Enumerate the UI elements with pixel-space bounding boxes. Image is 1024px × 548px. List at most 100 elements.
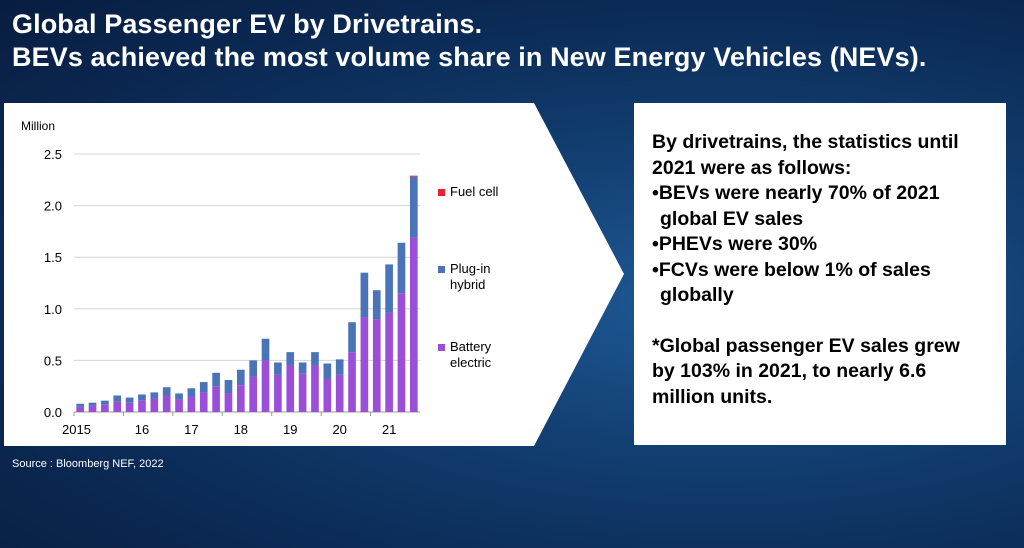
- legend-label-battery-electric: Battery electric: [450, 339, 495, 370]
- x-tick-label: 17: [184, 422, 198, 437]
- bar-segment-battery-electric: [199, 392, 208, 412]
- x-tick-label: 20: [332, 422, 346, 437]
- bar-segment-battery-electric: [397, 293, 406, 412]
- bar-segment-battery-electric: [385, 312, 393, 412]
- bar-segment-battery-electric: [311, 365, 319, 412]
- source-note: Source : Bloomberg NEF, 2022: [12, 458, 164, 470]
- bar-segment-battery-electric: [150, 398, 159, 412]
- bar-segment-plug-in-hybrid: [175, 393, 183, 400]
- chart-panel: Million 0.0 0.5 1.0 1.5 2.0 2.5 2015 16 17 18 19 20…: [4, 103, 624, 446]
- legend-label-plug-in-hybrid: Plug-in hybrid: [450, 261, 494, 292]
- bar-segment-battery-electric: [88, 405, 97, 412]
- summary-text-box: By drivetrains, the statistics until 202…: [634, 103, 1006, 445]
- bullet-fcv-line-1: •FCVs were below 1% of sales: [652, 258, 931, 281]
- stacked-bar-chart: Million 0.0 0.5 1.0 1.5 2.0 2.5 2015 16 17 18 19 20…: [4, 103, 624, 446]
- bar-segment-plug-in-hybrid: [385, 264, 393, 313]
- bar-segment-battery-electric: [113, 401, 122, 412]
- bar-segment-battery-electric: [162, 395, 171, 412]
- bar-segment-plug-in-hybrid: [76, 403, 85, 407]
- note-line-1: *Global passenger EV sales grew: [652, 334, 960, 357]
- y-tick-label: 0.0: [44, 405, 62, 420]
- bar-segment-plug-in-hybrid: [150, 392, 159, 399]
- bar-segment-plug-in-hybrid: [101, 400, 109, 405]
- legend-swatch-battery-electric: [438, 344, 445, 351]
- bar-segment-battery-electric: [261, 360, 270, 412]
- intro-line-2: 2021 were as follows:: [652, 156, 852, 179]
- bar-segment-plug-in-hybrid: [397, 242, 406, 294]
- bar-segment-plug-in-hybrid: [162, 387, 171, 396]
- bar-segment-plug-in-hybrid: [113, 395, 122, 402]
- bar-segment-battery-electric: [274, 374, 282, 412]
- legend-swatch-fuel-cell: [438, 189, 445, 196]
- bar-segment-plug-in-hybrid: [212, 372, 220, 387]
- bullet-fcv-line-2: globally: [660, 284, 734, 306]
- bullet-bev-line-1: •BEVs were nearly 70% of 2021: [652, 182, 940, 204]
- bar-segment-plug-in-hybrid: [138, 394, 146, 401]
- bar-segment-plug-in-hybrid: [286, 352, 295, 366]
- y-tick-label: 0.5: [44, 353, 62, 368]
- bar-segment-battery-electric: [76, 406, 85, 412]
- bar-segment-plug-in-hybrid: [125, 397, 134, 403]
- bar-segment-plug-in-hybrid: [224, 380, 233, 394]
- bar-segment-fuel-cell: [409, 175, 418, 177]
- bar-segment-battery-electric: [335, 374, 344, 412]
- bar-segment-plug-in-hybrid: [372, 290, 381, 320]
- bar-segment-plug-in-hybrid: [409, 176, 418, 238]
- bar-segment-battery-electric: [360, 317, 369, 412]
- bar-segment-battery-electric: [101, 404, 109, 412]
- y-axis-label: Million: [21, 119, 55, 133]
- legend-label-plug-in-hybrid-line-2: hybrid: [450, 277, 485, 292]
- bar-segment-plug-in-hybrid: [249, 360, 258, 377]
- bar-segment-plug-in-hybrid: [88, 402, 97, 406]
- bullet-phev: •PHEVs were 30%: [652, 233, 818, 255]
- y-tick-label: 1.5: [44, 250, 62, 265]
- bar-segment-battery-electric: [298, 373, 307, 412]
- bar-segment-battery-electric: [138, 400, 146, 412]
- bullet-bev-line-2: global EV sales: [660, 207, 804, 230]
- legend-label-fuel-cell: Fuel cell: [450, 184, 499, 199]
- bar-segment-battery-electric: [348, 352, 356, 412]
- x-tick-label: 16: [135, 422, 149, 437]
- bar-segment-plug-in-hybrid: [348, 322, 356, 353]
- x-tick-label: 21: [382, 422, 396, 437]
- bar-segment-plug-in-hybrid: [187, 388, 196, 397]
- bar-segment-battery-electric: [224, 393, 233, 412]
- title-line-1: Global Passenger EV by Drivetrains.: [12, 9, 483, 39]
- x-tick-label: 18: [234, 422, 248, 437]
- bars: [76, 175, 418, 412]
- note-line-3: million units.: [652, 385, 773, 408]
- bar-segment-battery-electric: [409, 237, 418, 412]
- intro-line-1: By drivetrains, the statistics until: [652, 131, 959, 153]
- y-tick-label: 2.5: [44, 147, 62, 162]
- bar-segment-battery-electric: [187, 396, 196, 412]
- bar-segment-battery-electric: [125, 402, 134, 412]
- legend-label-battery-electric-line-2: electric: [450, 355, 492, 370]
- bar-segment-battery-electric: [323, 378, 332, 412]
- bar-segment-plug-in-hybrid: [261, 338, 270, 361]
- legend-swatch-plug-in-hybrid: [438, 266, 445, 273]
- bar-segment-plug-in-hybrid: [274, 362, 282, 375]
- bar-segment-plug-in-hybrid: [335, 359, 344, 375]
- legend: Fuel cell Plug-in hybrid Battery electri…: [438, 184, 499, 370]
- bar-segment-battery-electric: [236, 385, 245, 412]
- x-tick-label: 19: [283, 422, 297, 437]
- bar-segment-battery-electric: [249, 376, 258, 412]
- bar-segment-plug-in-hybrid: [323, 363, 332, 379]
- axes: Million 0.0 0.5 1.0 1.5 2.0 2.5 2015 16 17 18 19 20…: [21, 119, 396, 437]
- bar-segment-plug-in-hybrid: [236, 369, 245, 386]
- bar-segment-plug-in-hybrid: [311, 352, 319, 366]
- legend-label-plug-in-hybrid-line-1: Plug-in: [450, 261, 490, 276]
- title-line-2: BEVs achieved the most volume share in N…: [12, 42, 927, 72]
- bar-segment-battery-electric: [175, 399, 183, 412]
- y-tick-label: 1.0: [44, 302, 62, 317]
- bar-segment-plug-in-hybrid: [199, 382, 208, 393]
- legend-label-battery-electric-line-1: Battery: [450, 339, 492, 354]
- bar-segment-battery-electric: [212, 386, 220, 412]
- bar-segment-plug-in-hybrid: [360, 272, 369, 318]
- x-tick-label: 2015: [62, 422, 91, 437]
- page-title: Global Passenger EV by Drivetrains. BEVs…: [12, 8, 926, 74]
- note-line-2: by 103% in 2021, to nearly 6.6: [652, 360, 927, 382]
- bar-segment-battery-electric: [286, 365, 295, 412]
- bar-segment-plug-in-hybrid: [298, 362, 307, 374]
- y-tick-label: 2.0: [44, 199, 62, 214]
